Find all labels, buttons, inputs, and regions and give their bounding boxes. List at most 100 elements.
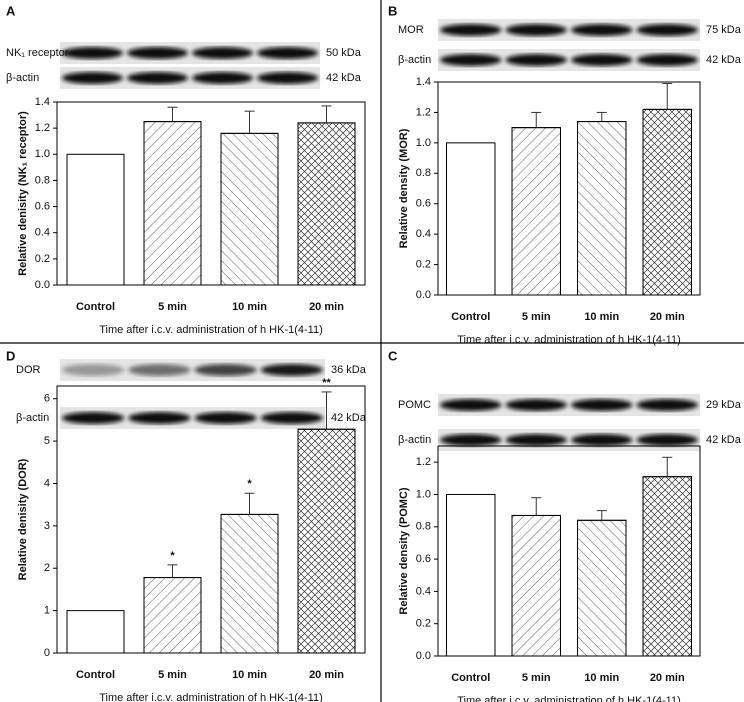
x-axis-label: Time after i.c.v. administration of h HK… xyxy=(99,324,323,336)
blot-label: β-actin xyxy=(398,434,431,446)
blot-band xyxy=(505,54,568,66)
blot-band xyxy=(636,54,699,66)
blot-size: 50 kDa xyxy=(326,47,362,59)
bar xyxy=(66,610,125,654)
x-tick-label: 20 min xyxy=(650,311,685,323)
bar-hatch xyxy=(220,513,279,654)
y-axis-label: Relative density (MOR) xyxy=(398,128,410,248)
x-tick-label: 10 min xyxy=(232,669,267,681)
y-tick-label: 3 xyxy=(44,520,50,532)
y-tick-label: 1.2 xyxy=(35,122,50,134)
blot-band xyxy=(439,24,502,36)
y-tick-label: 0.6 xyxy=(416,553,431,565)
bar-hatch xyxy=(297,122,356,286)
blot-band xyxy=(570,399,633,411)
y-tick-label: 2 xyxy=(44,562,50,574)
blot-size: 42 kDa xyxy=(706,434,742,446)
blot-band xyxy=(505,399,568,411)
y-tick-label: 0.0 xyxy=(416,650,431,662)
y-tick-label: 4 xyxy=(44,477,50,489)
blot-label: MOR xyxy=(398,24,424,36)
x-tick-label: 20 min xyxy=(309,669,344,681)
y-tick-label: 1.0 xyxy=(416,137,431,149)
blot-band xyxy=(61,72,124,84)
blot-band xyxy=(256,72,319,84)
blot-label: β-actin xyxy=(398,54,431,66)
blot-label: β-actin xyxy=(16,412,49,424)
y-tick-label: 1.4 xyxy=(35,96,50,108)
y-axis-label: Relative density (POMC) xyxy=(398,487,410,614)
y-tick-label: 0.2 xyxy=(35,253,50,265)
blot-band xyxy=(61,412,125,424)
blot-band xyxy=(260,412,324,424)
y-tick-label: 0.0 xyxy=(35,279,50,291)
bar-hatch xyxy=(511,127,561,296)
y-axis-label: Relative denisity (NK₁ receptor) xyxy=(17,111,29,276)
blot-size: 42 kDa xyxy=(331,412,367,424)
blot-bg xyxy=(60,67,320,89)
blot-band xyxy=(61,364,125,376)
bar xyxy=(446,142,496,296)
x-tick-label: 5 min xyxy=(158,301,187,313)
y-tick-label: 1.0 xyxy=(35,148,50,160)
blot-band xyxy=(194,364,257,376)
y-tick-label: 0.0 xyxy=(416,289,431,301)
blot-band xyxy=(191,72,254,84)
x-tick-label: 20 min xyxy=(309,301,344,313)
y-tick-label: 1.4 xyxy=(416,76,431,88)
blot-bg xyxy=(438,19,700,41)
blot-band xyxy=(505,434,568,446)
blot-size: 42 kDa xyxy=(706,54,742,66)
x-tick-label: 10 min xyxy=(584,672,619,684)
bar xyxy=(66,153,125,286)
bar-hatch xyxy=(220,132,279,286)
blot-band xyxy=(636,24,699,36)
blot-size: 75 kDa xyxy=(706,24,742,36)
panel-label: C xyxy=(388,348,398,363)
x-tick-label: 5 min xyxy=(158,669,187,681)
y-tick-label: 1 xyxy=(44,605,50,617)
axis-frame xyxy=(56,101,366,286)
axis-frame xyxy=(437,81,701,296)
blot-band xyxy=(260,364,324,376)
bar-hatch xyxy=(143,121,202,286)
y-tick-label: 0.8 xyxy=(35,174,50,186)
annotation: * xyxy=(170,550,175,562)
blot-band xyxy=(128,364,191,376)
blot-band xyxy=(636,399,699,411)
blot-bg xyxy=(60,407,325,429)
bar-hatch xyxy=(511,514,561,657)
y-tick-label: 0.2 xyxy=(416,258,431,270)
x-tick-label: 20 min xyxy=(650,672,685,684)
panel-label: A xyxy=(6,3,16,18)
bar-hatch xyxy=(642,108,692,296)
x-tick-label: Control xyxy=(76,301,115,313)
bar-hatch xyxy=(297,428,356,654)
x-axis-label: Time after i.c.v. administration of h HK… xyxy=(457,695,681,702)
blot-bg xyxy=(60,42,320,64)
x-tick-label: Control xyxy=(451,311,490,323)
blot-size: 29 kDa xyxy=(706,399,742,411)
y-tick-label: 5 xyxy=(44,435,50,447)
y-tick-label: 6 xyxy=(44,393,50,405)
y-tick-label: 1.2 xyxy=(416,106,431,118)
blot-band xyxy=(636,434,699,446)
blot-band xyxy=(191,47,254,59)
y-tick-label: 0.8 xyxy=(416,521,431,533)
annotation: * xyxy=(247,478,252,490)
blot-size: 42 kDa xyxy=(326,72,362,84)
bar xyxy=(446,493,496,657)
blot-band xyxy=(126,47,189,59)
x-axis-label: Time after i.c.v. administration of h HK… xyxy=(457,334,681,346)
bar-hatch xyxy=(577,121,627,296)
blot-band xyxy=(505,24,568,36)
blot-band xyxy=(570,24,633,36)
blot-band xyxy=(128,412,191,424)
x-tick-label: Control xyxy=(76,669,115,681)
blot-band xyxy=(570,434,633,446)
y-tick-label: 1.2 xyxy=(416,456,431,468)
blot-band xyxy=(439,54,502,66)
y-tick-label: 0.4 xyxy=(35,227,50,239)
y-tick-label: 0 xyxy=(44,647,50,659)
